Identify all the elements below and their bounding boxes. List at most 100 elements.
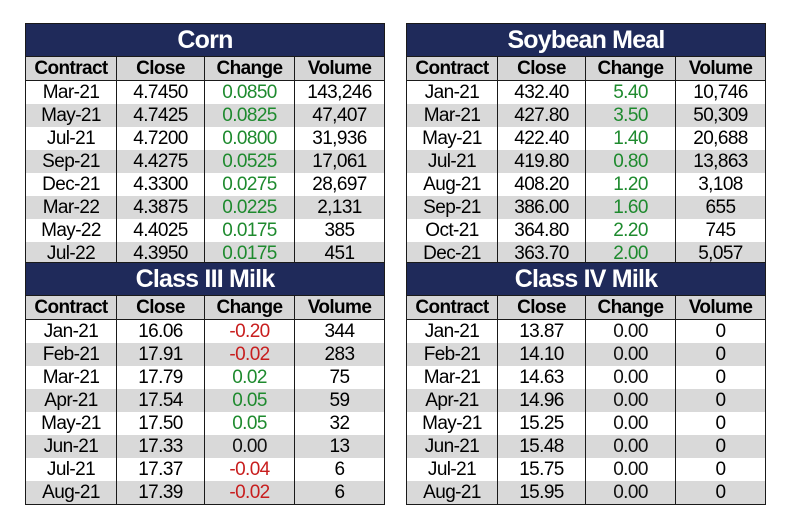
table-row: Dec-21 4.3300 0.0275 28,697 xyxy=(26,173,384,196)
volume-cell: 13,863 xyxy=(693,151,748,172)
volume-cell: 745 xyxy=(705,220,737,241)
contract-cell: Apr-21 xyxy=(407,389,498,412)
change-cell: -0.04 xyxy=(205,458,295,481)
header-row: Contract Close Change Volume xyxy=(407,57,765,81)
contract-cell: Jul-22 xyxy=(26,242,117,265)
close-cell: 4.4275 xyxy=(117,150,205,173)
close-cell: 422.40 xyxy=(498,127,586,150)
change-cell: 1.20 xyxy=(586,173,676,196)
change-cell: 0.05 xyxy=(205,412,295,435)
volume-cell: 451 xyxy=(324,243,356,264)
close-cell: 386.00 xyxy=(498,196,586,219)
contract-cell: Oct-21 xyxy=(407,219,498,242)
table-row: Jul-21 4.7200 0.0800 31,936 xyxy=(26,127,384,150)
close-cell: 17.91 xyxy=(117,343,205,366)
class-iii-milk-table: Class III Milk Contract Close Change Vol… xyxy=(25,262,385,505)
header-volume: Volume xyxy=(307,58,372,79)
table-row: Jan-21 432.40 5.40 10,746 xyxy=(407,81,765,104)
table-row: May-21 4.7425 0.0825 47,407 xyxy=(26,104,384,127)
corn-table: Corn Contract Close Change Volume Mar-21… xyxy=(25,23,385,266)
close-cell: 14.10 xyxy=(498,343,586,366)
volume-cell: 6 xyxy=(334,482,346,503)
change-cell: 0.00 xyxy=(586,481,676,504)
change-cell: 0.0525 xyxy=(205,150,295,173)
volume-cell: 28,697 xyxy=(312,174,367,195)
contract-cell: Sep-21 xyxy=(407,196,498,219)
contract-cell: Apr-21 xyxy=(26,389,117,412)
contract-cell: Mar-22 xyxy=(26,196,117,219)
header-volume: Volume xyxy=(688,58,753,79)
close-cell: 4.3300 xyxy=(117,173,205,196)
contract-cell: May-22 xyxy=(26,219,117,242)
change-cell: -0.02 xyxy=(205,343,295,366)
change-cell: -0.20 xyxy=(205,320,295,343)
header-row: Contract Close Change Volume xyxy=(26,57,384,81)
contract-cell: Mar-21 xyxy=(407,104,498,127)
change-cell: 0.0275 xyxy=(205,173,295,196)
close-cell: 364.80 xyxy=(498,219,586,242)
table-row: Mar-21 14.63 0.00 0 xyxy=(407,366,765,389)
volume-cell: 10,746 xyxy=(693,82,748,103)
table-row: Jun-21 15.48 0.00 0 xyxy=(407,435,765,458)
change-cell: 0.0825 xyxy=(205,104,295,127)
table-body: Mar-21 4.7450 0.0850 143,246 May-21 4.7425 0.0… xyxy=(26,81,384,265)
close-cell: 4.4025 xyxy=(117,219,205,242)
table-row: Feb-21 14.10 0.00 0 xyxy=(407,343,765,366)
volume-cell: 143,246 xyxy=(307,82,372,103)
header-close: Close xyxy=(117,296,205,319)
change-cell: 0.00 xyxy=(586,412,676,435)
header-change: Change xyxy=(586,57,676,80)
table-row: Mar-21 427.80 3.50 50,309 xyxy=(407,104,765,127)
volume-cell: 0 xyxy=(715,390,727,411)
volume-cell: 0 xyxy=(715,321,727,342)
table-title: Soybean Meal xyxy=(407,24,765,57)
close-cell: 15.95 xyxy=(498,481,586,504)
table-row: Aug-21 15.95 0.00 0 xyxy=(407,481,765,504)
header-close: Close xyxy=(117,57,205,80)
close-cell: 17.79 xyxy=(117,366,205,389)
header-contract: Contract xyxy=(407,296,498,319)
volume-cell: 655 xyxy=(705,197,737,218)
close-cell: 427.80 xyxy=(498,104,586,127)
volume-cell: 47,407 xyxy=(312,105,367,126)
header-change: Change xyxy=(205,296,295,319)
contract-cell: Jul-21 xyxy=(26,127,117,150)
contract-cell: Jun-21 xyxy=(407,435,498,458)
close-cell: 15.25 xyxy=(498,412,586,435)
header-contract: Contract xyxy=(26,296,117,319)
close-cell: 13.87 xyxy=(498,320,586,343)
change-cell: 0.00 xyxy=(586,320,676,343)
table-row: Apr-21 17.54 0.05 59 xyxy=(26,389,384,412)
table-body: Jan-21 432.40 5.40 10,746 Mar-21 427.80 3.50 50… xyxy=(407,81,765,265)
change-cell: 1.40 xyxy=(586,127,676,150)
volume-cell: 50,309 xyxy=(693,105,748,126)
header-volume: Volume xyxy=(307,297,372,318)
table-row: Jul-21 17.37 -0.04 6 xyxy=(26,458,384,481)
table-row: Jul-21 419.80 0.80 13,863 xyxy=(407,150,765,173)
table-row: Feb-21 17.91 -0.02 283 xyxy=(26,343,384,366)
close-cell: 15.75 xyxy=(498,458,586,481)
change-cell: 5.40 xyxy=(586,81,676,104)
volume-cell: 32 xyxy=(329,413,351,434)
contract-cell: Jul-21 xyxy=(407,458,498,481)
table-row: Jul-21 15.75 0.00 0 xyxy=(407,458,765,481)
volume-cell: 3,108 xyxy=(698,174,743,195)
contract-cell: Mar-21 xyxy=(26,366,117,389)
close-cell: 432.40 xyxy=(498,81,586,104)
contract-cell: May-21 xyxy=(407,127,498,150)
table-row: May-22 4.4025 0.0175 385 xyxy=(26,219,384,242)
volume-cell: 385 xyxy=(324,220,356,241)
change-cell: 1.60 xyxy=(586,196,676,219)
volume-cell: 17,061 xyxy=(312,151,367,172)
change-cell: 0.0175 xyxy=(205,242,295,265)
close-cell: 408.20 xyxy=(498,173,586,196)
table-row: Jun-21 17.33 0.00 13 xyxy=(26,435,384,458)
contract-cell: Sep-21 xyxy=(26,150,117,173)
header-contract: Contract xyxy=(26,57,117,80)
close-cell: 17.54 xyxy=(117,389,205,412)
volume-cell: 2,131 xyxy=(317,197,362,218)
contract-cell: Aug-21 xyxy=(26,481,117,504)
table-row: Sep-21 386.00 1.60 655 xyxy=(407,196,765,219)
table-row: May-21 17.50 0.05 32 xyxy=(26,412,384,435)
contract-cell: May-21 xyxy=(26,412,117,435)
